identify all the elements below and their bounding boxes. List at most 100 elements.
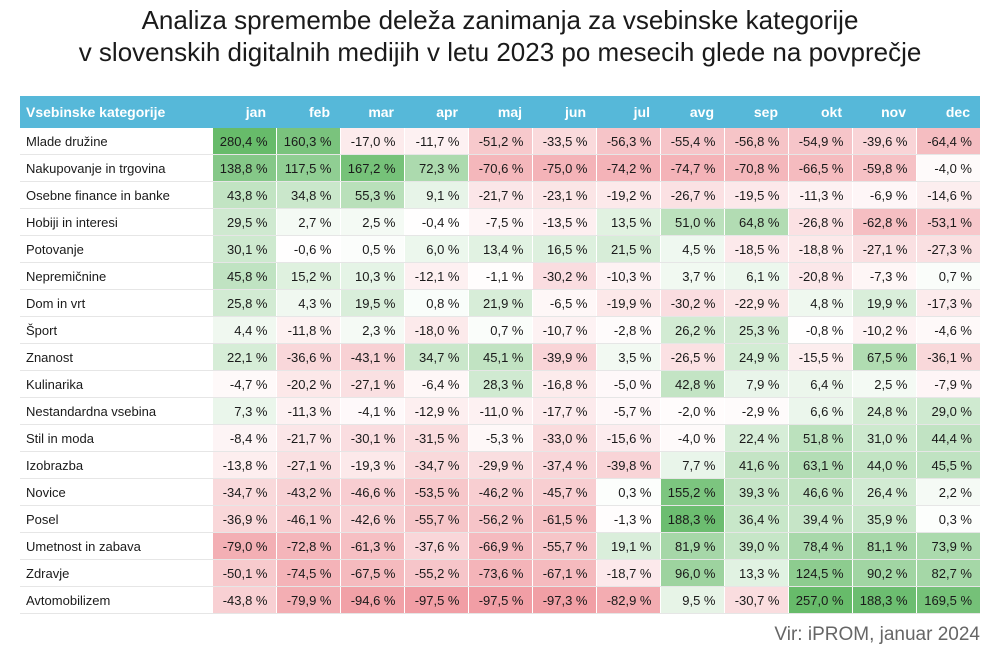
heat-cell-maj: 13,4 % [467, 235, 532, 263]
heat-cell-maj: 0,7 % [467, 316, 532, 344]
heat-cell-dec: 82,7 % [915, 559, 980, 587]
heat-cell-feb: -46,1 % [275, 505, 340, 533]
heat-cell-jun: -75,0 % [531, 154, 596, 182]
heat-cell-mar: 2,3 % [339, 316, 404, 344]
table-row: Avtomobilizem -43,8 % -79,9 % -94,6 % -97,5 … [20, 586, 980, 614]
heat-cell-jul: -82,9 % [595, 586, 660, 614]
heat-cell-feb: 160,3 % [275, 128, 340, 155]
heat-cell-jun: -10,7 % [531, 316, 596, 344]
month-header-feb: feb [276, 96, 340, 128]
table-row: Nestandardna vsebina 7,3 % -11,3 % -4,1 % -1… [20, 397, 980, 425]
heat-cell-feb: -11,3 % [275, 397, 340, 425]
heat-cell-jan: 25,8 % [211, 289, 276, 317]
heat-cell-feb: -79,9 % [275, 586, 340, 614]
heat-cell-nov: -7,3 % [851, 262, 916, 290]
heat-cell-jan: -34,7 % [211, 478, 276, 506]
heat-cell-apr: -55,2 % [403, 559, 468, 587]
heat-cell-feb: 15,2 % [275, 262, 340, 290]
heat-cell-nov: 2,5 % [851, 370, 916, 398]
heat-cell-nov: 44,0 % [851, 451, 916, 479]
heat-cell-okt: 39,4 % [787, 505, 852, 533]
month-header-nov: nov [852, 96, 916, 128]
heat-cell-nov: 31,0 % [851, 424, 916, 452]
heat-cell-jul: 13,5 % [595, 208, 660, 236]
heat-cell-jan: -13,8 % [211, 451, 276, 479]
heat-cell-jul: -2,8 % [595, 316, 660, 344]
heat-cell-dec: 44,4 % [915, 424, 980, 452]
heat-cell-jul: 3,5 % [595, 343, 660, 371]
heat-cell-feb: -0,6 % [275, 235, 340, 263]
heat-cell-apr: -55,7 % [403, 505, 468, 533]
heat-cell-okt: 46,6 % [787, 478, 852, 506]
title-line-2: v slovenskih digitalnih medijih v letu 2… [78, 37, 922, 67]
heat-cell-jul: -5,0 % [595, 370, 660, 398]
heat-cell-dec: -53,1 % [915, 208, 980, 236]
heat-cell-maj: -5,3 % [467, 424, 532, 452]
heat-cell-sep: -56,8 % [723, 128, 788, 155]
table-row: Posel -36,9 % -46,1 % -42,6 % -55,7 % -56,2 %… [20, 505, 980, 533]
heat-cell-apr: -12,1 % [403, 262, 468, 290]
heat-cell-maj: -73,6 % [467, 559, 532, 587]
heat-cell-jun: -55,7 % [531, 532, 596, 560]
category-label: Osebne finance in banke [20, 181, 212, 209]
heat-cell-dec: -4,6 % [915, 316, 980, 344]
heat-cell-dec: 45,5 % [915, 451, 980, 479]
heat-cell-nov: -59,8 % [851, 154, 916, 182]
heat-cell-jul: 19,1 % [595, 532, 660, 560]
heat-cell-mar: -43,1 % [339, 343, 404, 371]
table-row: Zdravje -50,1 % -74,5 % -67,5 % -55,2 % -73,6… [20, 559, 980, 587]
heat-cell-dec: -64,4 % [915, 128, 980, 155]
heat-cell-sep: 64,8 % [723, 208, 788, 236]
heat-cell-feb: -72,8 % [275, 532, 340, 560]
heat-cell-avg: -26,5 % [659, 343, 724, 371]
heat-cell-okt: -18,8 % [787, 235, 852, 263]
heat-cell-mar: 2,5 % [339, 208, 404, 236]
heat-cell-jun: -30,2 % [531, 262, 596, 290]
heat-cell-sep: -22,9 % [723, 289, 788, 317]
heat-cell-mar: 10,3 % [339, 262, 404, 290]
heat-cell-feb: -27,1 % [275, 451, 340, 479]
table-row: Mlade družine 280,4 % 160,3 % -17,0 % -11,7 … [20, 128, 980, 155]
heat-cell-jun: -16,8 % [531, 370, 596, 398]
heat-cell-mar: -94,6 % [339, 586, 404, 614]
heat-cell-sep: 22,4 % [723, 424, 788, 452]
heat-cell-sep: 13,3 % [723, 559, 788, 587]
table-row: Dom in vrt 25,8 % 4,3 % 19,5 % 0,8 % 21,9 % -6… [20, 289, 980, 317]
heat-cell-apr: 6,0 % [403, 235, 468, 263]
title-line-1: Analiza spremembe deleža zanimanja za vs… [141, 5, 859, 35]
heat-cell-mar: -30,1 % [339, 424, 404, 452]
heat-cell-nov: 90,2 % [851, 559, 916, 587]
heat-cell-nov: 26,4 % [851, 478, 916, 506]
heat-cell-jun: -45,7 % [531, 478, 596, 506]
heat-cell-jun: -13,5 % [531, 208, 596, 236]
heat-cell-apr: -12,9 % [403, 397, 468, 425]
month-header-mar: mar [340, 96, 404, 128]
heat-cell-sep: -18,5 % [723, 235, 788, 263]
heat-cell-avg: -26,7 % [659, 181, 724, 209]
table-row: Nepremičnine 45,8 % 15,2 % 10,3 % -12,1 % -1,… [20, 262, 980, 290]
table-row: Umetnost in zabava -79,0 % -72,8 % -61,3 % -… [20, 532, 980, 560]
heat-cell-jan: -8,4 % [211, 424, 276, 452]
category-label: Potovanje [20, 235, 212, 263]
heat-cell-sep: 39,3 % [723, 478, 788, 506]
heat-cell-maj: -70,6 % [467, 154, 532, 182]
heat-cell-jul: -1,3 % [595, 505, 660, 533]
heat-cell-jun: -33,5 % [531, 128, 596, 155]
heat-cell-nov: 19,9 % [851, 289, 916, 317]
heat-cell-avg: -4,0 % [659, 424, 724, 452]
heat-cell-jul: -74,2 % [595, 154, 660, 182]
heat-cell-mar: -4,1 % [339, 397, 404, 425]
month-header-jul: jul [596, 96, 660, 128]
month-header-jun: jun [532, 96, 596, 128]
heat-cell-maj: -51,2 % [467, 128, 532, 155]
heat-cell-sep: 36,4 % [723, 505, 788, 533]
heat-cell-apr: 9,1 % [403, 181, 468, 209]
heat-cell-jun: -97,3 % [531, 586, 596, 614]
heat-cell-okt: 4,8 % [787, 289, 852, 317]
category-label: Umetnost in zabava [20, 532, 212, 560]
month-header-maj: maj [468, 96, 532, 128]
heat-cell-okt: -0,8 % [787, 316, 852, 344]
heat-cell-mar: -17,0 % [339, 128, 404, 155]
heat-cell-okt: 63,1 % [787, 451, 852, 479]
heat-cell-mar: -67,5 % [339, 559, 404, 587]
